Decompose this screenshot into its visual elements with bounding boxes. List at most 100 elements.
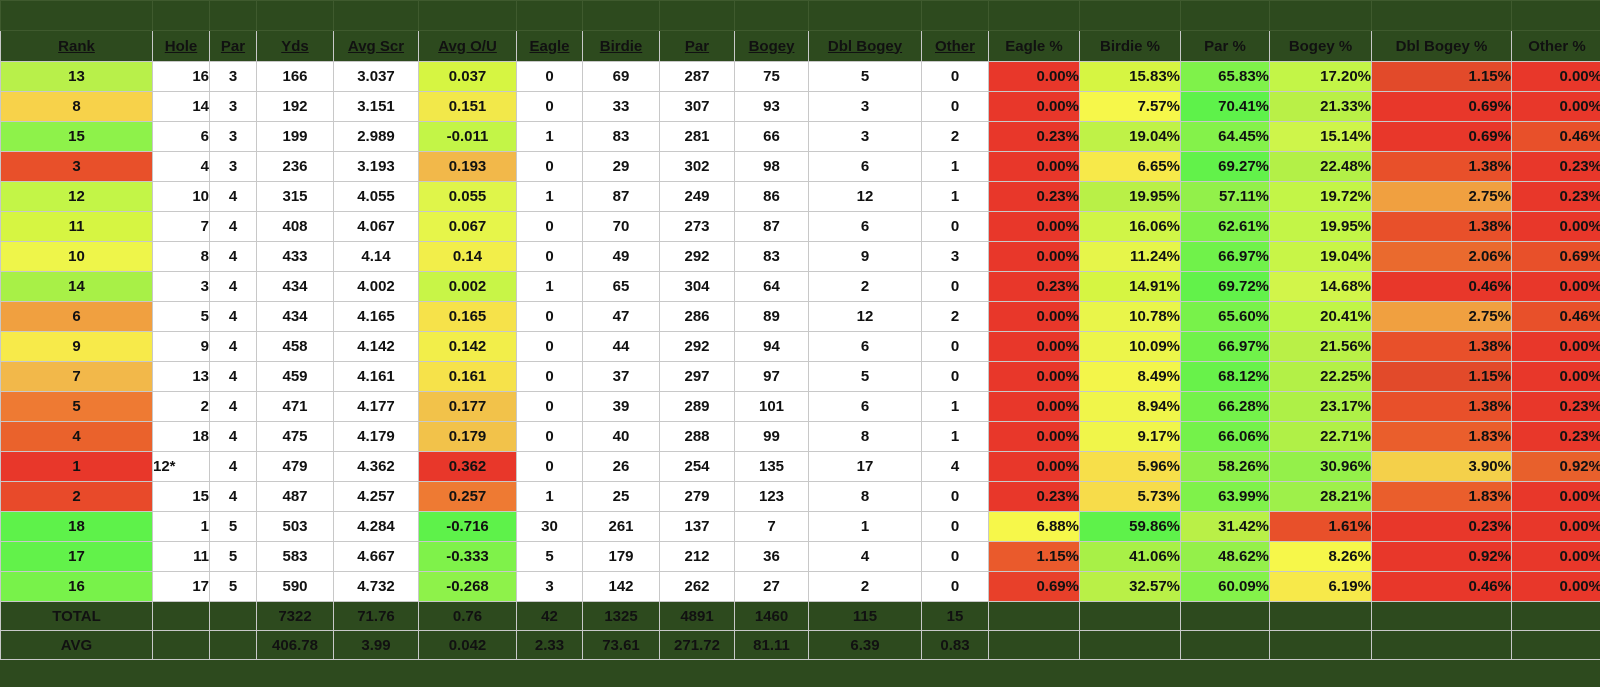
par-pct-cell: 66.97% — [1180, 241, 1270, 272]
avg-score-cell: 2.989 — [333, 121, 419, 152]
yards-cell: 192 — [256, 91, 334, 122]
avg-over-under-cell: -0.268 — [418, 571, 517, 602]
column-header[interactable]: Avg O/U — [418, 30, 517, 62]
avg-over-under-cell: 0.362 — [418, 451, 517, 482]
average-eagle-cell: 2.33 — [516, 630, 583, 660]
average-dbl-bogey-cell: 6.39 — [808, 630, 922, 660]
bogey-pct-cell: 6.19% — [1269, 571, 1372, 602]
avg-over-under-cell: -0.333 — [418, 541, 517, 572]
total-avg-scr-cell: 71.76 — [333, 601, 419, 631]
par-count-count-cell: 273 — [659, 211, 735, 242]
dbl-bogey-pct-cell: 2.75% — [1371, 181, 1512, 212]
column-header[interactable]: Par — [209, 30, 257, 62]
hole-cell: 17 — [152, 571, 210, 602]
bogey-count-cell: 64 — [734, 271, 809, 302]
other-count-cell: 0 — [921, 541, 989, 572]
avg-score-cell: 4.667 — [333, 541, 419, 572]
column-header[interactable]: Birdie — [582, 30, 660, 62]
par-cell: 4 — [209, 181, 257, 212]
avg-score-cell: 4.165 — [333, 301, 419, 332]
birdie-count-cell: 26 — [582, 451, 660, 482]
footer-empty-cell — [152, 630, 210, 660]
bogey-pct-cell: 8.26% — [1269, 541, 1372, 572]
other-pct-cell: 0.92% — [1511, 451, 1600, 482]
birdie-pct-cell: 7.57% — [1079, 91, 1181, 122]
par-cell: 4 — [209, 481, 257, 512]
dbl-bogey-pct-cell: 1.15% — [1371, 361, 1512, 392]
birdie-pct-cell: 5.96% — [1079, 451, 1181, 482]
column-header[interactable]: Rank — [0, 30, 153, 62]
avg-score-cell: 4.055 — [333, 181, 419, 212]
avg-score-cell: 3.193 — [333, 151, 419, 182]
yards-cell: 433 — [256, 241, 334, 272]
column-header[interactable]: Par — [659, 30, 735, 62]
average-label-cell: AVG — [0, 630, 153, 660]
bogey-pct-cell: 28.21% — [1269, 481, 1372, 512]
eagle-pct-cell: 0.23% — [988, 481, 1080, 512]
footer-empty-cell — [1511, 630, 1600, 660]
birdie-pct-cell: 8.94% — [1079, 391, 1181, 422]
par-count-count-cell: 262 — [659, 571, 735, 602]
yards-cell: 487 — [256, 481, 334, 512]
other-pct-cell: 0.23% — [1511, 181, 1600, 212]
rank-cell: 11 — [0, 211, 153, 242]
other-count-cell: 3 — [921, 241, 989, 272]
header-row: Rank Hole Par Yds Avg Scr Avg O/U Eagle Birdie P… — [0, 30, 1600, 62]
bogey-count-cell: 123 — [734, 481, 809, 512]
column-header[interactable]: Bogey % — [1269, 30, 1372, 62]
table-row: 2 15 4 487 4.257 0.257 1 25 279 123 8 0 0.23% 5.73% 63… — [0, 481, 1600, 512]
bogey-count-cell: 87 — [734, 211, 809, 242]
column-header[interactable]: Dbl Bogey % — [1371, 30, 1512, 62]
bogey-count-cell: 36 — [734, 541, 809, 572]
eagle-count-cell: 0 — [516, 241, 583, 272]
column-header[interactable]: Par % — [1180, 30, 1270, 62]
par-count-count-cell: 292 — [659, 241, 735, 272]
avg-over-under-cell: 0.161 — [418, 361, 517, 392]
eagle-pct-cell: 0.00% — [988, 301, 1080, 332]
other-count-cell: 1 — [921, 181, 989, 212]
bogey-pct-cell: 19.95% — [1269, 211, 1372, 242]
average-avg-scr-cell: 3.99 — [333, 630, 419, 660]
header-spacer-cell — [418, 0, 517, 31]
column-header[interactable]: Eagle — [516, 30, 583, 62]
bogey-pct-cell: 14.68% — [1269, 271, 1372, 302]
avg-score-cell: 4.362 — [333, 451, 419, 482]
average-birdie-cell: 73.61 — [582, 630, 660, 660]
bogey-count-cell: 97 — [734, 361, 809, 392]
eagle-count-cell: 3 — [516, 571, 583, 602]
column-header[interactable]: Eagle % — [988, 30, 1080, 62]
birdie-count-cell: 179 — [582, 541, 660, 572]
avg-over-under-cell: 0.14 — [418, 241, 517, 272]
header-spacer-cell — [1180, 0, 1270, 31]
hole-cell: 10 — [152, 181, 210, 212]
table-footer: TOTAL 7322 71.76 0.76 42 1325 4891 1460 115 15 AVG… — [0, 601, 1600, 660]
avg-over-under-cell: -0.011 — [418, 121, 517, 152]
dbl-bogey-pct-cell: 0.46% — [1371, 271, 1512, 302]
column-header[interactable]: Hole — [152, 30, 210, 62]
column-header[interactable]: Other — [921, 30, 989, 62]
other-count-cell: 0 — [921, 481, 989, 512]
column-header[interactable]: Other % — [1511, 30, 1600, 62]
column-header[interactable]: Bogey — [734, 30, 809, 62]
table-row: 5 2 4 471 4.177 0.177 0 39 289 101 6 1 0.00% 8.94% 66.… — [0, 391, 1600, 422]
column-header[interactable]: Dbl Bogey — [808, 30, 922, 62]
average-bogey-cell: 81.11 — [734, 630, 809, 660]
table-row: 6 5 4 434 4.165 0.165 0 47 286 89 12 2 0.00% 10.78% 65… — [0, 301, 1600, 332]
dbl-bogey-pct-cell: 0.92% — [1371, 541, 1512, 572]
footer-empty-cell — [209, 601, 257, 631]
table-row: 12 10 4 315 4.055 0.055 1 87 249 86 12 1 0.23% 19.95%… — [0, 181, 1600, 212]
avg-score-cell: 3.037 — [333, 61, 419, 92]
other-count-cell: 0 — [921, 211, 989, 242]
hole-cell: 13 — [152, 361, 210, 392]
other-pct-cell: 0.00% — [1511, 91, 1600, 122]
header-spacer-cell — [582, 0, 660, 31]
birdie-pct-cell: 5.73% — [1079, 481, 1181, 512]
par-pct-cell: 69.27% — [1180, 151, 1270, 182]
column-header[interactable]: Yds — [256, 30, 334, 62]
dbl-bogey-count-cell: 12 — [808, 181, 922, 212]
birdie-count-cell: 65 — [582, 271, 660, 302]
column-header[interactable]: Avg Scr — [333, 30, 419, 62]
birdie-count-cell: 261 — [582, 511, 660, 542]
dbl-bogey-pct-cell: 0.69% — [1371, 121, 1512, 152]
column-header[interactable]: Birdie % — [1079, 30, 1181, 62]
